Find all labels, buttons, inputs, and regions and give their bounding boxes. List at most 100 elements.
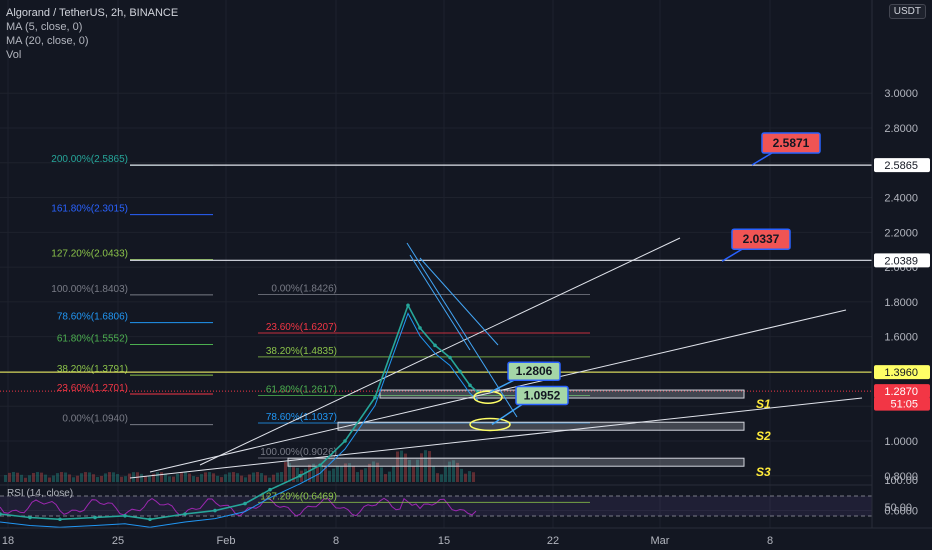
price-point xyxy=(243,501,247,506)
volume-bar xyxy=(296,467,299,482)
price-point xyxy=(123,513,127,518)
indicator-ma5[interactable]: MA (5, close, 0) xyxy=(6,21,83,33)
fib-left-label: 200.00%(2.5865) xyxy=(51,154,128,165)
price-point xyxy=(0,512,2,516)
price-badge-label: 2.5865 xyxy=(884,160,918,172)
volume-bar xyxy=(460,468,463,482)
volume-bar xyxy=(452,460,455,482)
volume-bar xyxy=(172,476,175,482)
time-axis[interactable]: 18 25 Feb 8 15 22 Mar 8 xyxy=(0,527,932,550)
price-point xyxy=(406,303,410,308)
time-axis-background xyxy=(0,528,932,550)
price-tick-label: 1.8000 xyxy=(884,297,918,309)
target-pointer xyxy=(751,152,773,166)
fib-left-label: 61.80%(1.5552) xyxy=(57,333,128,344)
volume-bar xyxy=(196,476,199,482)
volume-bar xyxy=(348,463,351,482)
volume-bar xyxy=(20,474,23,482)
callout-ellipse xyxy=(473,390,503,404)
volume-bar xyxy=(264,475,267,482)
fib-right-label: 38.20%(1.4835) xyxy=(266,346,337,357)
volume-bar xyxy=(448,461,451,482)
volume-bar xyxy=(456,462,459,482)
price-badge xyxy=(874,365,930,380)
volume-bar xyxy=(12,472,15,482)
fib-left-label: 23.60%(1.2701) xyxy=(57,383,128,394)
time-tick-label: 8 xyxy=(333,535,339,547)
volume-bar xyxy=(292,467,295,482)
volume-bar xyxy=(80,473,83,482)
volume-bar xyxy=(384,474,387,482)
support-zone-s2 xyxy=(337,421,745,431)
fib-left-label: 100.00%(1.8403) xyxy=(51,284,128,295)
volume-bar xyxy=(308,464,311,482)
trend-line xyxy=(419,257,499,346)
currency-selector[interactable]: USDT xyxy=(888,4,926,19)
volume-bar xyxy=(268,477,271,482)
volume-bar xyxy=(36,472,39,482)
volume-bar xyxy=(48,477,51,482)
fib-left-label: 78.60%(1.6806) xyxy=(57,312,128,323)
price-axis[interactable]: 3.00002.80002.60002.40002.20002.00001.80… xyxy=(871,0,932,528)
price-badge xyxy=(874,384,930,399)
price-badge-label: 1.2870 xyxy=(884,386,918,398)
callout-pointer xyxy=(491,403,523,426)
price-point xyxy=(93,515,97,520)
price-point xyxy=(268,487,272,492)
volume-bar xyxy=(372,461,375,482)
indicator-volume[interactable]: Vol xyxy=(6,49,22,61)
volume-bar xyxy=(324,466,327,482)
time-tick-label: Feb xyxy=(217,535,236,547)
target-label: 2.5871 xyxy=(773,136,810,150)
price-point xyxy=(433,343,437,348)
fibonacci-levels[interactable]: 200.00%(2.5865) 161.80%(2.3015) 127.20%(2.… xyxy=(0,132,872,503)
volume-bar xyxy=(124,476,127,482)
rsi-label: RSI (14, close) xyxy=(7,488,73,499)
volume-bar xyxy=(240,475,243,482)
callout-label: 1.2806 xyxy=(516,364,553,378)
volume-bar xyxy=(52,475,55,482)
volume-bar xyxy=(340,466,343,482)
price-callouts[interactable]: 1.2806 1.0952 xyxy=(469,361,569,432)
volume-bar xyxy=(224,474,227,482)
indicator-ma20[interactable]: MA (20, close, 0) xyxy=(6,35,89,47)
price-tick-label: 0.6000 xyxy=(884,506,918,518)
time-tick-label: 8 xyxy=(767,535,773,547)
volume-bar xyxy=(252,472,255,482)
volume-bar xyxy=(332,468,335,482)
price-point xyxy=(468,383,472,388)
callout-ellipse xyxy=(469,417,511,432)
volume-bar xyxy=(164,473,167,482)
rsi-top-label: 100.00 xyxy=(884,475,918,487)
volume-bar xyxy=(148,476,151,482)
fib-left-label: 127.20%(2.0433) xyxy=(51,249,128,260)
volume-bar xyxy=(288,463,291,482)
volume-bar xyxy=(256,472,259,482)
trend-lines[interactable] xyxy=(129,237,863,479)
volume-bar xyxy=(192,476,195,482)
symbol-title[interactable]: Algorand / TetherUS, 2h, BINANCE xyxy=(6,7,179,19)
price-point xyxy=(298,473,302,478)
ma-line xyxy=(0,312,479,528)
fib-right-label: 23.60%(1.6207) xyxy=(266,322,337,333)
volume-bar xyxy=(336,466,339,482)
volume-bar xyxy=(304,468,307,482)
volume-bar xyxy=(248,474,251,482)
volume-bars xyxy=(4,450,475,482)
volume-bar xyxy=(216,475,219,482)
rsi-panel: RSI (14, close) xyxy=(0,484,872,517)
time-tick-label: Mar xyxy=(651,535,670,547)
price-point xyxy=(148,517,152,522)
trend-line xyxy=(409,254,471,351)
volume-bar xyxy=(416,459,419,482)
volume-bar xyxy=(28,475,31,482)
volume-bar xyxy=(40,472,43,482)
rsi-line xyxy=(0,497,477,517)
fib-left-label: 161.80%(2.3015) xyxy=(51,204,128,215)
target-label: 2.0337 xyxy=(743,232,780,246)
volume-bar xyxy=(232,472,235,482)
volume-bar xyxy=(468,471,471,482)
volume-bar xyxy=(128,473,131,482)
volume-bar xyxy=(392,466,395,482)
